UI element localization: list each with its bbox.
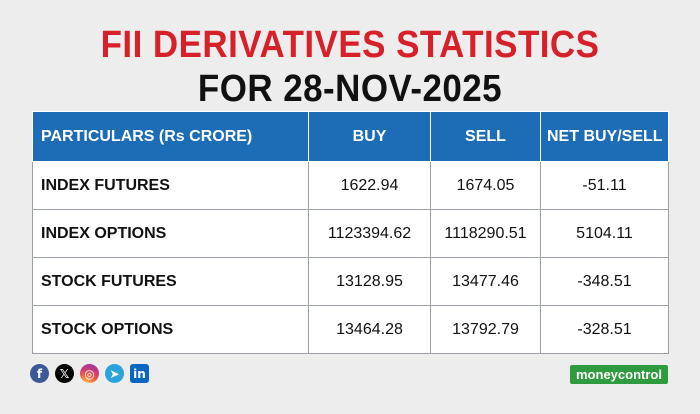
facebook-icon[interactable]: f (30, 364, 49, 383)
particular-cell: INDEX OPTIONS (32, 209, 309, 258)
particular-cell: STOCK OPTIONS (32, 305, 309, 354)
page-title: FII DERIVATIVES STATISTICS (100, 24, 600, 66)
sell-cell: 13792.79 (430, 305, 541, 354)
moneycontrol-logo: moneycontrol (570, 365, 668, 384)
sell-cell: 1674.05 (430, 161, 541, 210)
buy-cell: 1123394.62 (308, 209, 431, 258)
header-sell: SELL (430, 111, 541, 162)
table-row: INDEX OPTIONS 1123394.62 1118290.51 5104… (32, 209, 669, 258)
particular-cell: STOCK FUTURES (32, 257, 309, 306)
buy-cell: 1622.94 (308, 161, 431, 210)
net-cell: -328.51 (540, 305, 669, 354)
net-cell: -51.11 (540, 161, 669, 210)
table-row: STOCK FUTURES 13128.95 13477.46 -348.51 (32, 257, 669, 306)
instagram-icon[interactable]: ◎ (80, 364, 99, 383)
table-row: INDEX FUTURES 1622.94 1674.05 -51.11 (32, 161, 669, 210)
header-buy: BUY (308, 111, 431, 162)
buy-cell: 13464.28 (308, 305, 431, 354)
derivatives-table: PARTICULARS (Rs CRORE) BUY SELL NET BUY/… (32, 111, 669, 354)
net-cell: -348.51 (540, 257, 669, 306)
buy-cell: 13128.95 (308, 257, 431, 306)
x-icon[interactable]: 𝕏 (55, 364, 74, 383)
telegram-icon[interactable]: ➤ (105, 364, 124, 383)
linkedin-icon[interactable]: in (130, 364, 149, 383)
table-header-row: PARTICULARS (Rs CRORE) BUY SELL NET BUY/… (32, 111, 669, 162)
social-links: f 𝕏 ◎ ➤ in (30, 364, 149, 383)
sell-cell: 13477.46 (430, 257, 541, 306)
table-row: STOCK OPTIONS 13464.28 13792.79 -328.51 (32, 305, 669, 354)
sell-cell: 1118290.51 (430, 209, 541, 258)
particular-cell: INDEX FUTURES (32, 161, 309, 210)
page-subtitle-date: FOR 28-NOV-2025 (197, 68, 503, 110)
header-net: NET BUY/SELL (540, 111, 669, 162)
net-cell: 5104.11 (540, 209, 669, 258)
header-particulars: PARTICULARS (Rs CRORE) (32, 111, 309, 162)
